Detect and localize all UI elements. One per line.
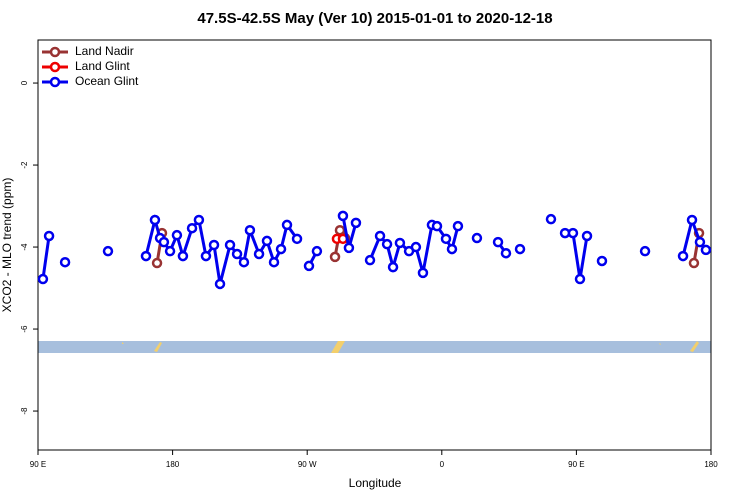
point bbox=[158, 236, 170, 248]
point bbox=[193, 214, 205, 226]
point bbox=[291, 233, 303, 245]
point bbox=[350, 217, 362, 229]
point bbox=[59, 256, 71, 268]
point bbox=[231, 248, 243, 260]
point bbox=[208, 239, 220, 251]
series-line bbox=[41, 214, 708, 285]
point bbox=[186, 222, 198, 234]
point bbox=[431, 220, 443, 232]
y-tick-label: -8 bbox=[20, 407, 29, 415]
point bbox=[214, 278, 226, 290]
point bbox=[102, 245, 114, 257]
point bbox=[253, 248, 265, 260]
point bbox=[686, 214, 698, 226]
point bbox=[43, 230, 55, 242]
point bbox=[337, 210, 349, 222]
point bbox=[387, 261, 399, 273]
point bbox=[381, 238, 393, 250]
point bbox=[410, 241, 422, 253]
point bbox=[364, 254, 376, 266]
x-tick-label: 90 W bbox=[298, 460, 317, 469]
x-tick-label: 180 bbox=[704, 460, 718, 469]
point bbox=[417, 267, 429, 279]
point bbox=[329, 251, 341, 263]
point bbox=[500, 247, 512, 259]
x-tick-label: 0 bbox=[440, 460, 445, 469]
legend-marker bbox=[49, 46, 61, 58]
chart-title: 47.5S-42.5S May (Ver 10) 2015-01-01 to 2… bbox=[197, 10, 552, 27]
point bbox=[567, 227, 579, 239]
point bbox=[471, 232, 483, 244]
legend-label: Land Glint bbox=[75, 59, 130, 73]
point bbox=[261, 235, 273, 247]
x-tick-label: 90 E bbox=[568, 460, 584, 469]
point bbox=[545, 213, 557, 225]
plot-frame bbox=[37, 39, 712, 451]
ocean-band bbox=[38, 341, 711, 353]
point bbox=[171, 229, 183, 241]
x-tick-label: 90 E bbox=[30, 460, 46, 469]
point bbox=[639, 245, 651, 257]
point bbox=[281, 219, 293, 231]
point bbox=[334, 224, 346, 236]
land-band bbox=[38, 341, 711, 353]
point bbox=[700, 244, 712, 256]
y-axis-label: XCO2 - MLO trend (ppm) bbox=[0, 178, 14, 313]
point bbox=[244, 224, 256, 236]
point bbox=[446, 243, 458, 255]
point bbox=[268, 256, 280, 268]
y-tick-label: -6 bbox=[20, 325, 29, 333]
point bbox=[452, 220, 464, 232]
point bbox=[140, 250, 152, 262]
y-tick-label: 0 bbox=[20, 80, 29, 85]
point bbox=[374, 230, 386, 242]
point bbox=[37, 273, 49, 285]
point bbox=[581, 230, 593, 242]
point bbox=[343, 242, 355, 254]
point bbox=[514, 243, 526, 255]
point bbox=[677, 250, 689, 262]
x-tick-label: 180 bbox=[166, 460, 180, 469]
point bbox=[596, 255, 608, 267]
point bbox=[200, 250, 212, 262]
y-tick-label: -2 bbox=[20, 161, 29, 169]
point bbox=[149, 214, 161, 226]
legend-label: Ocean Glint bbox=[75, 74, 139, 88]
y-tick-label: -4 bbox=[20, 243, 29, 251]
point bbox=[688, 257, 700, 269]
legend-label: Land Nadir bbox=[75, 44, 134, 58]
point bbox=[177, 250, 189, 262]
point bbox=[694, 236, 706, 248]
legend-marker bbox=[49, 61, 61, 73]
point bbox=[275, 243, 287, 255]
x-axis-label: Longitude bbox=[349, 476, 402, 490]
point bbox=[238, 256, 250, 268]
legend-marker bbox=[49, 76, 61, 88]
point bbox=[151, 257, 163, 269]
point bbox=[492, 236, 504, 248]
point bbox=[394, 237, 406, 249]
point bbox=[311, 245, 323, 257]
point bbox=[574, 273, 586, 285]
point bbox=[224, 239, 236, 251]
point bbox=[303, 260, 315, 272]
point bbox=[164, 245, 176, 257]
point bbox=[440, 233, 452, 245]
